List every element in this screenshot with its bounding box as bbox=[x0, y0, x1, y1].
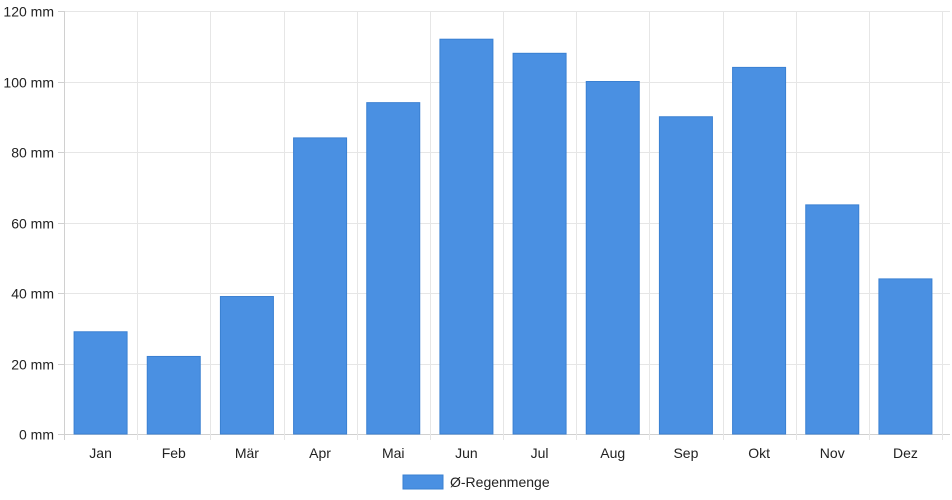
x-tick-label: Apr bbox=[309, 445, 331, 461]
bar-jan[interactable] bbox=[73, 331, 128, 435]
bar-jul[interactable] bbox=[512, 52, 567, 435]
bar-apr[interactable] bbox=[293, 137, 348, 435]
x-tick-label: Aug bbox=[600, 445, 625, 461]
x-tick-label: Mai bbox=[382, 445, 405, 461]
bar-nov[interactable] bbox=[805, 204, 860, 435]
x-tick-label: Jun bbox=[455, 445, 478, 461]
x-tick-label: Dez bbox=[893, 445, 918, 461]
bar-aug[interactable] bbox=[585, 81, 640, 435]
y-tick-label: 0 mm bbox=[19, 427, 54, 443]
x-tick-label: Nov bbox=[820, 445, 845, 461]
bar-sep[interactable] bbox=[658, 116, 713, 435]
y-tick-label: 100 mm bbox=[3, 75, 54, 91]
legend-label[interactable]: Ø-Regenmenge bbox=[450, 474, 550, 490]
bar-okt[interactable] bbox=[732, 66, 787, 435]
legend[interactable]: Ø-Regenmenge bbox=[402, 474, 550, 490]
y-tick-label: 120 mm bbox=[3, 4, 54, 20]
y-axis-ticks: 0 mm 20 mm 40 mm 60 mm 80 mm 100 mm 120 mm bbox=[3, 4, 54, 443]
x-tick-label: Okt bbox=[748, 445, 770, 461]
bar-mai[interactable] bbox=[366, 102, 421, 435]
legend-swatch[interactable] bbox=[402, 474, 444, 490]
bar-feb[interactable] bbox=[146, 355, 201, 435]
x-axis-ticks: Jan Feb Mär Apr Mai Jun Jul Aug Sep Okt Nov Dez bbox=[89, 445, 918, 461]
bars-layer bbox=[73, 38, 933, 435]
y-tick-label: 60 mm bbox=[11, 216, 54, 232]
x-tick-label: Sep bbox=[673, 445, 698, 461]
y-tick-label: 80 mm bbox=[11, 145, 54, 161]
y-tick-label: 20 mm bbox=[11, 357, 54, 373]
x-tick-label: Jul bbox=[531, 445, 549, 461]
x-tick-label: Mär bbox=[235, 445, 259, 461]
x-tick-label: Feb bbox=[162, 445, 186, 461]
bar-jun[interactable] bbox=[439, 38, 494, 435]
y-tick-label: 40 mm bbox=[11, 286, 54, 302]
bar-mär[interactable] bbox=[219, 296, 274, 435]
x-tick-label: Jan bbox=[89, 445, 112, 461]
bar-dez[interactable] bbox=[878, 278, 933, 435]
grid-layer bbox=[58, 11, 950, 440]
